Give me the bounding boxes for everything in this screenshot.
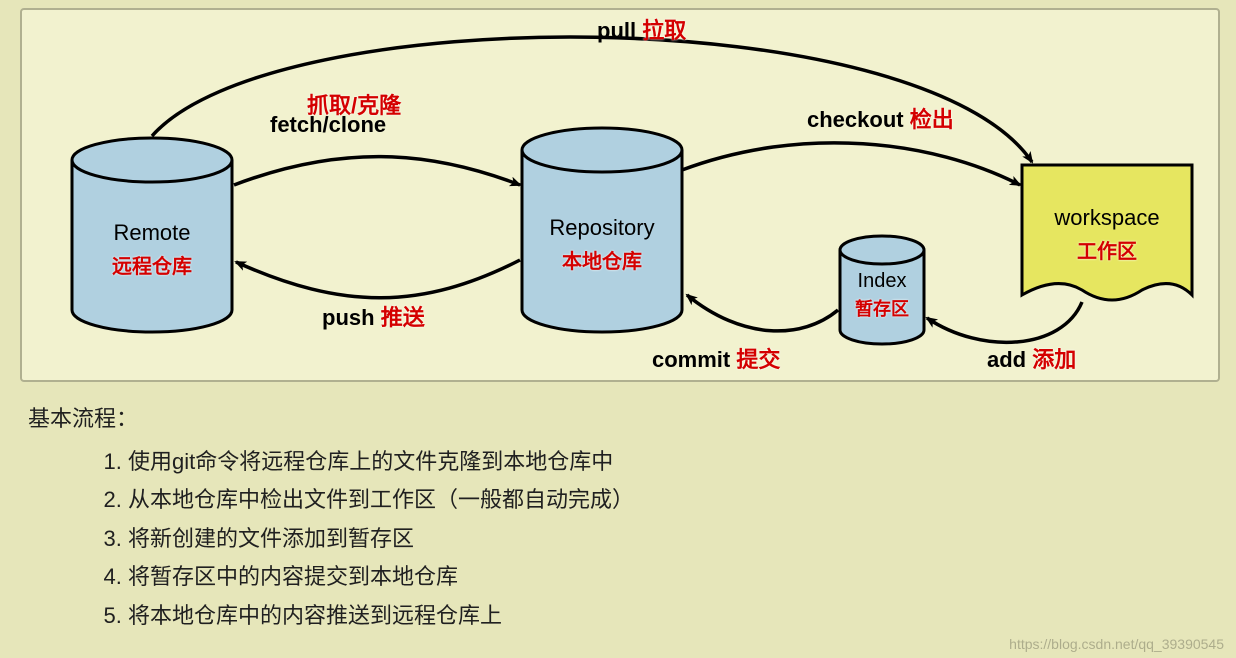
- add-label: add 添加: [987, 342, 1076, 374]
- index-label-cn: 暂存区: [802, 295, 962, 321]
- commit-en: commit: [652, 347, 730, 372]
- checkout-cn: 检出: [910, 107, 954, 132]
- node-workspace: [1022, 165, 1192, 300]
- pull-en: pull: [597, 18, 636, 43]
- remote-label-cn: 远程仓库: [72, 250, 232, 279]
- workspace-label-en: workspace: [1027, 205, 1187, 231]
- edge-checkout: [682, 143, 1020, 185]
- commit-cn: 提交: [736, 347, 780, 372]
- pull-cn: 拉取: [642, 18, 686, 43]
- list-item: 从本地仓库中检出文件到工作区（一般都自动完成）: [128, 481, 634, 520]
- list-item: 使用git命令将远程仓库上的文件克隆到本地仓库中: [128, 443, 634, 482]
- commit-label: commit 提交: [652, 342, 780, 374]
- steps-title: 基本流程：: [28, 400, 634, 439]
- index-label-en: Index: [802, 270, 962, 293]
- add-cn: 添加: [1032, 347, 1076, 372]
- add-en: add: [987, 347, 1026, 372]
- pull-label: pull 拉取: [597, 13, 686, 45]
- remote-label-en: Remote: [72, 220, 232, 246]
- repository-label-en: Repository: [522, 215, 682, 241]
- diagram-container: Remote 远程仓库 Repository 本地仓库 Index 暂存区 wo…: [20, 8, 1220, 382]
- steps-block: 基本流程： 使用git命令将远程仓库上的文件克隆到本地仓库中 从本地仓库中检出文…: [28, 400, 634, 635]
- fetch-cn-label: 抓取/克隆: [307, 88, 401, 120]
- edge-push: [236, 260, 520, 298]
- repository-label-cn: 本地仓库: [522, 245, 682, 274]
- push-cn: 推送: [381, 305, 425, 330]
- workspace-label-cn: 工作区: [1027, 235, 1187, 264]
- diagram-svg: [22, 10, 1218, 380]
- list-item: 将新创建的文件添加到暂存区: [128, 520, 634, 559]
- list-item: 将本地仓库中的内容推送到远程仓库上: [128, 597, 634, 636]
- fetch-cn: 抓取/克隆: [307, 93, 401, 118]
- checkout-label: checkout 检出: [807, 102, 954, 134]
- push-label: push 推送: [322, 300, 425, 332]
- edge-fetch: [234, 157, 520, 185]
- watermark: https://blog.csdn.net/qq_39390545: [1009, 636, 1224, 652]
- list-item: 将暂存区中的内容提交到本地仓库: [128, 558, 634, 597]
- push-en: push: [322, 305, 375, 330]
- steps-list: 使用git命令将远程仓库上的文件克隆到本地仓库中 从本地仓库中检出文件到工作区（…: [28, 443, 634, 636]
- checkout-en: checkout: [807, 107, 904, 132]
